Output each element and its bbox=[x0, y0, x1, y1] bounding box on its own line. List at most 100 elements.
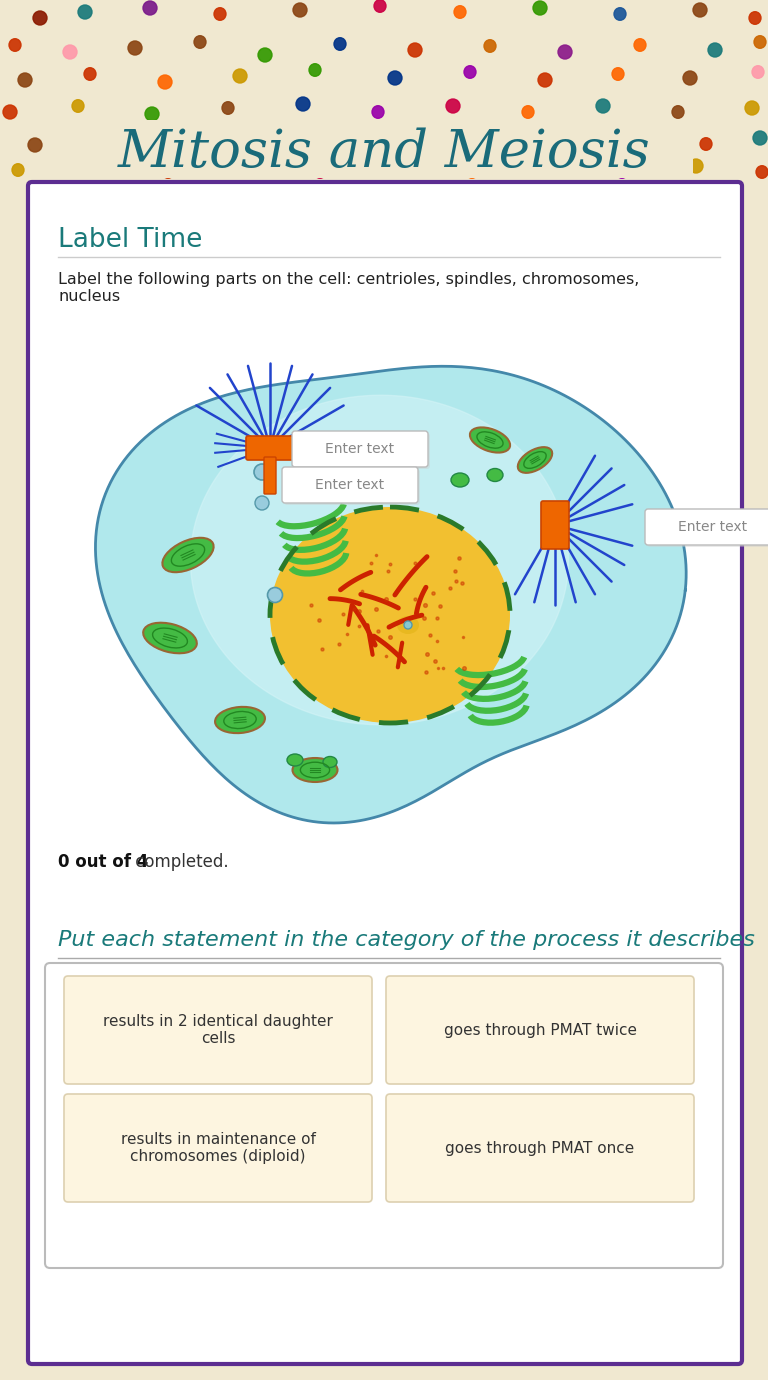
Ellipse shape bbox=[689, 159, 703, 172]
Ellipse shape bbox=[466, 166, 478, 178]
Ellipse shape bbox=[128, 41, 142, 55]
Ellipse shape bbox=[267, 588, 283, 603]
Point bbox=[457, 627, 469, 649]
Text: completed.: completed. bbox=[130, 853, 229, 871]
Ellipse shape bbox=[533, 1, 547, 15]
Ellipse shape bbox=[309, 63, 321, 76]
Text: goes through PMAT twice: goes through PMAT twice bbox=[443, 1023, 637, 1038]
Point bbox=[419, 661, 432, 683]
Point bbox=[382, 560, 394, 582]
Ellipse shape bbox=[28, 138, 42, 152]
Ellipse shape bbox=[372, 106, 384, 119]
Ellipse shape bbox=[178, 139, 192, 153]
Ellipse shape bbox=[756, 166, 768, 178]
Ellipse shape bbox=[72, 99, 84, 112]
Point bbox=[420, 643, 432, 665]
Ellipse shape bbox=[749, 11, 761, 25]
FancyBboxPatch shape bbox=[292, 431, 428, 466]
FancyBboxPatch shape bbox=[284, 469, 420, 505]
Point bbox=[432, 607, 444, 629]
Ellipse shape bbox=[9, 39, 21, 51]
FancyBboxPatch shape bbox=[541, 501, 569, 549]
Ellipse shape bbox=[287, 753, 303, 766]
Ellipse shape bbox=[389, 159, 403, 172]
Ellipse shape bbox=[454, 6, 466, 18]
Ellipse shape bbox=[254, 464, 270, 480]
Ellipse shape bbox=[255, 495, 269, 511]
Ellipse shape bbox=[143, 622, 197, 653]
Ellipse shape bbox=[18, 73, 32, 87]
Ellipse shape bbox=[388, 70, 402, 86]
Ellipse shape bbox=[487, 468, 503, 482]
Ellipse shape bbox=[194, 36, 206, 48]
Ellipse shape bbox=[693, 3, 707, 17]
Ellipse shape bbox=[270, 506, 510, 723]
Ellipse shape bbox=[374, 0, 386, 12]
Ellipse shape bbox=[233, 69, 247, 83]
Text: 0 out of 4: 0 out of 4 bbox=[58, 853, 148, 871]
Ellipse shape bbox=[145, 108, 159, 121]
Point bbox=[379, 644, 392, 667]
Text: Enter text: Enter text bbox=[316, 477, 385, 493]
FancyBboxPatch shape bbox=[264, 457, 276, 494]
FancyBboxPatch shape bbox=[246, 436, 294, 460]
Point bbox=[436, 657, 449, 679]
Ellipse shape bbox=[314, 166, 326, 178]
Ellipse shape bbox=[518, 447, 552, 473]
Text: goes through PMAT once: goes through PMAT once bbox=[445, 1140, 634, 1155]
Ellipse shape bbox=[522, 106, 534, 119]
FancyBboxPatch shape bbox=[45, 963, 723, 1268]
Point bbox=[341, 622, 353, 644]
Ellipse shape bbox=[404, 138, 416, 150]
Point bbox=[313, 609, 325, 631]
Point bbox=[444, 577, 456, 599]
Ellipse shape bbox=[334, 37, 346, 50]
Text: Label the following parts on the cell: centrioles, spindles, chromosomes,
nucleu: Label the following parts on the cell: c… bbox=[58, 272, 640, 305]
FancyBboxPatch shape bbox=[645, 509, 768, 545]
Ellipse shape bbox=[672, 106, 684, 119]
Text: results in 2 identical daughter
cells: results in 2 identical daughter cells bbox=[103, 1014, 333, 1046]
Ellipse shape bbox=[237, 159, 251, 172]
Ellipse shape bbox=[745, 101, 759, 115]
Point bbox=[316, 638, 329, 660]
Ellipse shape bbox=[222, 102, 234, 115]
FancyBboxPatch shape bbox=[282, 466, 418, 502]
Point bbox=[384, 625, 396, 647]
Ellipse shape bbox=[143, 1, 157, 15]
Ellipse shape bbox=[33, 11, 47, 25]
FancyBboxPatch shape bbox=[386, 976, 694, 1085]
Ellipse shape bbox=[258, 48, 272, 62]
Ellipse shape bbox=[683, 70, 697, 86]
Text: results in maintenance of
chromosomes (diploid): results in maintenance of chromosomes (d… bbox=[121, 1132, 316, 1165]
FancyBboxPatch shape bbox=[647, 511, 768, 546]
FancyBboxPatch shape bbox=[64, 1094, 372, 1202]
Ellipse shape bbox=[754, 36, 766, 48]
Point bbox=[384, 552, 396, 574]
FancyBboxPatch shape bbox=[386, 1094, 694, 1202]
Point bbox=[456, 571, 468, 593]
Ellipse shape bbox=[158, 75, 172, 88]
Point bbox=[370, 598, 382, 620]
Point bbox=[419, 593, 432, 615]
Ellipse shape bbox=[214, 8, 226, 21]
Ellipse shape bbox=[552, 138, 564, 150]
Ellipse shape bbox=[85, 157, 99, 171]
Ellipse shape bbox=[347, 469, 362, 482]
Point bbox=[417, 607, 429, 629]
Ellipse shape bbox=[625, 131, 639, 145]
Point bbox=[449, 570, 462, 592]
Point bbox=[453, 546, 465, 569]
Ellipse shape bbox=[708, 43, 722, 57]
Ellipse shape bbox=[538, 73, 552, 87]
Point bbox=[353, 599, 366, 621]
Text: Mitosis and Meiosis: Mitosis and Meiosis bbox=[118, 127, 650, 178]
Point bbox=[458, 657, 471, 679]
Ellipse shape bbox=[752, 66, 764, 79]
Point bbox=[333, 633, 345, 656]
Ellipse shape bbox=[293, 3, 307, 17]
Ellipse shape bbox=[614, 8, 626, 21]
Ellipse shape bbox=[700, 138, 712, 150]
Polygon shape bbox=[190, 395, 568, 724]
Point bbox=[356, 580, 368, 602]
Point bbox=[432, 657, 444, 679]
